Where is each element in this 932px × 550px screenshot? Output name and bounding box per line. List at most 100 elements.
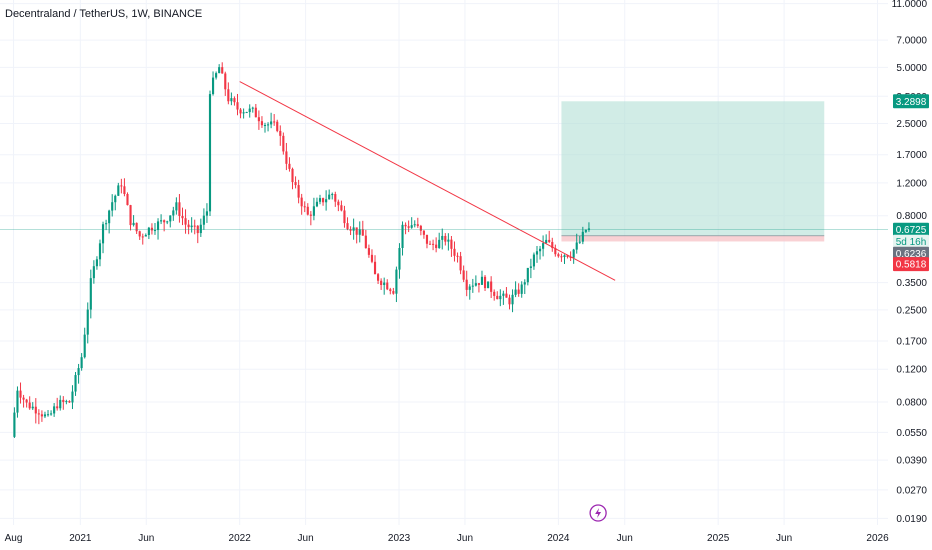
candle <box>554 244 557 257</box>
candle <box>377 273 380 284</box>
candle-body <box>352 227 355 231</box>
candle <box>166 220 169 225</box>
candle-body <box>83 334 86 358</box>
candle-body <box>245 112 248 114</box>
candle <box>175 197 178 215</box>
candle <box>257 110 260 130</box>
candle <box>413 220 416 228</box>
candle-body <box>251 107 254 109</box>
candle-body <box>31 406 34 409</box>
candle <box>239 107 242 119</box>
time-axis[interactable]: Aug 2021 Jun 2022 Jun 2023 Jun 2024 Jun 2025 Jun 20… <box>5 533 889 544</box>
candle <box>505 287 508 298</box>
candle <box>196 225 199 244</box>
candle <box>373 255 377 275</box>
candle <box>438 232 441 249</box>
candle <box>490 276 493 299</box>
candle-body <box>441 235 444 240</box>
candle-body <box>98 243 102 260</box>
candle-body <box>175 202 178 211</box>
y-tick-label: 11.0000 <box>892 0 928 10</box>
candle-body <box>74 375 77 392</box>
candle <box>236 93 239 116</box>
candle <box>560 253 563 262</box>
candle-body <box>257 117 260 122</box>
candle <box>46 410 50 417</box>
long-position-tool[interactable] <box>561 101 825 242</box>
y-tick-label: 0.0800 <box>896 398 927 409</box>
candle <box>358 221 361 243</box>
candle-body <box>89 278 92 310</box>
candle <box>95 256 98 270</box>
candle-body <box>95 259 98 267</box>
candle <box>361 220 364 236</box>
candle <box>456 252 459 263</box>
candle-body <box>551 241 554 249</box>
candle-body <box>233 98 236 103</box>
candle-body <box>187 224 190 228</box>
candle <box>575 233 578 254</box>
candle-body <box>242 112 245 114</box>
candle-body <box>193 225 196 227</box>
candle <box>462 265 465 283</box>
candle-body <box>483 276 487 289</box>
candle <box>105 219 108 231</box>
candle <box>19 382 22 404</box>
candle <box>138 230 141 240</box>
y-tick-label: 0.3500 <box>896 278 927 289</box>
candle <box>254 103 257 118</box>
candle <box>132 215 135 227</box>
candle <box>551 237 554 252</box>
candle-body <box>282 135 285 152</box>
candle-body <box>279 130 282 136</box>
candle <box>499 289 502 307</box>
candle <box>59 395 62 411</box>
candle-body <box>584 229 587 232</box>
candle <box>181 207 184 226</box>
lightning-icon[interactable] <box>589 504 607 522</box>
candle <box>172 206 175 221</box>
candle-body <box>19 390 22 398</box>
candle-body <box>383 282 386 285</box>
price-axis[interactable]: 11.00007.00005.00003.50002.50001.70001.2… <box>888 0 932 550</box>
candle-body <box>111 202 114 211</box>
candle <box>260 116 264 128</box>
candle-body <box>529 266 532 268</box>
candle <box>432 239 435 251</box>
candle-body <box>40 414 43 417</box>
candle <box>480 270 484 285</box>
candle-body <box>196 225 199 234</box>
candle <box>340 200 343 212</box>
candle-body <box>101 224 105 244</box>
candle <box>587 222 591 232</box>
candle-body <box>239 109 242 114</box>
candle-body <box>428 243 432 245</box>
candle <box>31 402 34 411</box>
candle-body <box>303 206 306 208</box>
candle-body <box>572 249 575 258</box>
candle-body <box>535 251 539 255</box>
candle <box>156 218 160 240</box>
trendline[interactable] <box>239 81 616 281</box>
candle-body <box>211 77 215 95</box>
candle-body <box>532 254 536 267</box>
candle <box>248 104 251 118</box>
candle <box>306 203 309 216</box>
candle <box>422 230 425 239</box>
candle <box>557 252 560 258</box>
candle-body <box>511 294 514 305</box>
lightning-icon-circle <box>589 504 607 522</box>
candle-body <box>508 297 511 305</box>
candle-body <box>50 413 53 415</box>
trendline-line <box>239 81 616 281</box>
candle <box>532 252 536 270</box>
candle-body <box>471 285 474 287</box>
candle-body <box>315 201 319 207</box>
y-tick-label: 0.8000 <box>896 211 927 222</box>
candle-body <box>120 185 123 187</box>
candle <box>74 371 77 396</box>
candle-body <box>474 283 477 286</box>
candle <box>477 283 480 293</box>
candle <box>28 396 31 410</box>
